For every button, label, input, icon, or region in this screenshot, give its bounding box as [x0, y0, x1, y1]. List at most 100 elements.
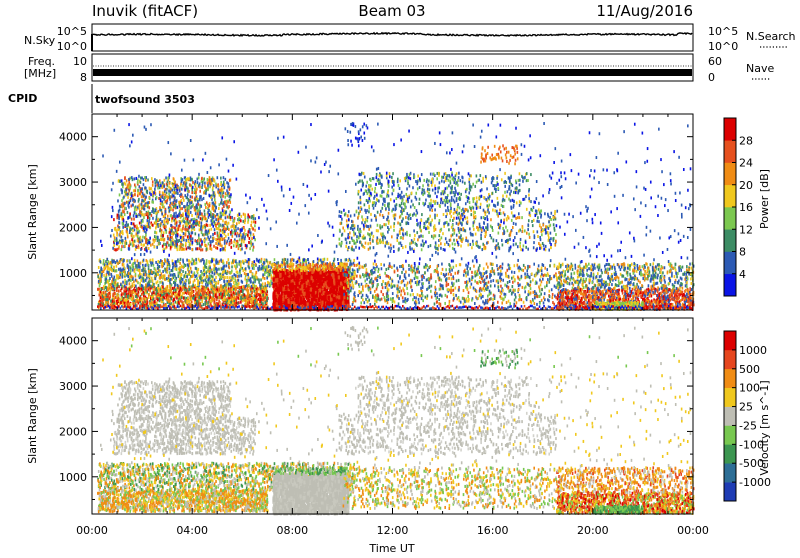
power-cell [214, 264, 216, 267]
power-cell [113, 218, 115, 221]
power-cell [145, 273, 147, 276]
power-cell [327, 258, 329, 261]
power-cell [98, 266, 100, 269]
power-cell [218, 299, 220, 302]
power-cell [210, 228, 212, 231]
power-cell [280, 294, 282, 298]
power-cell [218, 268, 220, 271]
power-cell [136, 279, 138, 282]
power-cell [190, 297, 192, 300]
power-cell [147, 284, 149, 287]
power-cell [235, 260, 237, 263]
power-cell [304, 284, 306, 288]
power-cell [203, 266, 205, 269]
power-cell [121, 297, 123, 300]
power-cell [206, 259, 208, 262]
power-cell [161, 265, 163, 268]
power-cell [125, 295, 127, 298]
power-cell [309, 268, 311, 271]
power-cell [329, 274, 331, 278]
power-cell [311, 276, 313, 280]
power-cell [130, 279, 132, 282]
power-cell [175, 288, 177, 291]
power-cell [336, 269, 338, 272]
power-cell [178, 271, 180, 274]
power-cell [302, 266, 304, 269]
power-cell [125, 281, 127, 284]
power-cell [181, 273, 183, 276]
power-cell [97, 288, 99, 291]
power-cell [231, 216, 233, 219]
power-cell [232, 298, 234, 301]
power-cell [229, 266, 231, 269]
power-cell [251, 264, 253, 267]
power-cell [214, 272, 216, 275]
power-cell [311, 293, 313, 297]
power-cell [204, 301, 206, 304]
power-cell [202, 292, 204, 295]
power-cell [325, 269, 327, 272]
power-cell [254, 292, 256, 295]
power-cell [345, 258, 347, 261]
power-cell [229, 294, 231, 297]
power-cell [228, 276, 230, 279]
power-cell [164, 278, 166, 281]
power-cell [198, 296, 200, 299]
power-cell [240, 301, 242, 304]
power-cell [338, 275, 340, 279]
power-cell [180, 277, 182, 280]
power-cell [226, 291, 228, 294]
power-cell [269, 261, 271, 264]
power-cell [139, 285, 141, 288]
power-cell [128, 279, 130, 282]
power-cell [155, 272, 157, 275]
power-cell [241, 281, 243, 284]
power-cell [255, 295, 257, 298]
power-cell [235, 274, 237, 277]
power-cell [138, 264, 140, 267]
power-cell [252, 284, 254, 287]
power-cell [145, 264, 147, 267]
power-cell [191, 287, 193, 290]
power-cell [268, 265, 270, 268]
power-cell [246, 273, 248, 276]
power-cell [262, 273, 264, 276]
power-cell [269, 273, 271, 276]
power-cell [103, 291, 105, 294]
power-cell [120, 301, 122, 304]
power-cell [128, 303, 130, 306]
power-cell [118, 285, 120, 288]
power-cell [251, 237, 253, 240]
power-cell [185, 282, 187, 285]
power-cell [264, 277, 266, 280]
power-cell [99, 300, 101, 303]
power-cell [98, 293, 100, 296]
power-cell [100, 296, 102, 299]
power-cell [161, 260, 163, 263]
power-cell [155, 288, 157, 291]
power-cell [313, 286, 315, 290]
power-cell [336, 287, 338, 291]
power-cell [136, 268, 138, 271]
power-cell [295, 267, 297, 270]
power-cell [235, 279, 237, 282]
power-cell [267, 281, 269, 284]
power-cell [166, 271, 168, 274]
power-cell [285, 265, 287, 268]
power-cell [209, 291, 211, 294]
power-cell [168, 275, 170, 278]
power-cell [223, 280, 225, 283]
power-cell [199, 289, 201, 292]
power-cell [315, 280, 317, 284]
power-cell [177, 284, 179, 287]
power-cell [326, 289, 328, 293]
power-cell [285, 286, 287, 290]
power-cell [201, 285, 203, 288]
power-cell [215, 293, 217, 296]
power-cell [130, 269, 132, 272]
power-cell [303, 292, 305, 296]
power-cell [292, 282, 294, 286]
power-cell [340, 289, 342, 293]
power-cell [187, 300, 189, 303]
power-cell [220, 292, 222, 295]
